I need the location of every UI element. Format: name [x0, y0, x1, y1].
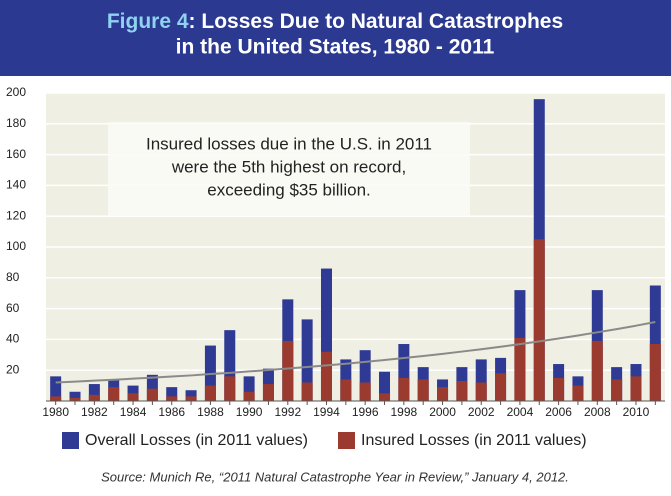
x-tick-label: 1988 [197, 405, 224, 419]
y-tick-label: 140 [6, 178, 26, 192]
bar [340, 379, 352, 401]
x-tick-label: 2008 [584, 405, 611, 419]
bar [146, 374, 158, 401]
y-tick-label: 60 [6, 301, 20, 315]
bar [514, 337, 526, 401]
bar [243, 391, 255, 401]
x-tick-label: 2004 [507, 405, 534, 419]
bar [69, 397, 81, 401]
bar [649, 344, 661, 401]
y-tick-label: 200 [6, 85, 26, 99]
trend-line [55, 321, 656, 384]
bar [417, 379, 429, 401]
bar [649, 285, 661, 401]
title-line: in the United States, 1980 - 2011 [176, 36, 495, 59]
bar [301, 382, 313, 401]
legend-swatch [338, 432, 355, 449]
x-tick-label: 2010 [623, 405, 650, 419]
title-prefix: Figure 4 [107, 10, 189, 33]
bar [224, 376, 236, 401]
y-tick-label: 100 [6, 239, 26, 253]
bar [88, 394, 100, 401]
bar [533, 239, 545, 401]
bar [611, 379, 623, 401]
x-tick-label: 2006 [545, 405, 572, 419]
bar [301, 319, 313, 401]
title-banner [0, 0, 671, 76]
title-line: : Losses Due to Natural Catastrophes [189, 10, 564, 33]
bar [475, 359, 487, 401]
bar [437, 387, 449, 401]
chart-title: Figure 4: Losses Due to Natural Catastro… [107, 10, 563, 33]
annotation-box [108, 122, 470, 216]
x-tick-label: 1992 [274, 405, 301, 419]
x-tick-label: 1982 [81, 405, 108, 419]
y-tick-label: 160 [6, 147, 26, 161]
bar [591, 340, 603, 401]
bar [146, 388, 158, 401]
bar [320, 268, 332, 401]
bar [553, 377, 565, 401]
bar [379, 393, 391, 401]
bar [243, 376, 255, 401]
bar [630, 376, 642, 401]
bar [204, 385, 216, 401]
bar [185, 390, 197, 401]
bar [572, 385, 584, 401]
y-tick-label: 40 [6, 332, 20, 346]
bar [475, 382, 487, 401]
bar [69, 391, 81, 401]
annotation: were the 5th highest on record, [171, 157, 406, 176]
source: Source: Munich Re, “2011 Natural Catastr… [101, 469, 569, 484]
x-tick-label: 1996 [352, 405, 379, 419]
annotation: exceeding $35 billion. [207, 180, 371, 199]
bar [320, 351, 332, 401]
y-tick-label: 80 [6, 270, 20, 284]
y-tick-label: 120 [6, 208, 26, 222]
x-tick-label: 1986 [158, 405, 185, 419]
y-tick-label: 180 [6, 116, 26, 130]
bar [359, 350, 371, 401]
x-tick-label: 1980 [42, 405, 69, 419]
bar [50, 396, 62, 401]
x-tick-label: 1984 [120, 405, 147, 419]
x-tick-label: 2002 [468, 405, 495, 419]
legend-label: Overall Losses (in 2011 values) [85, 432, 308, 449]
legend-swatch [62, 432, 79, 449]
bar [398, 377, 410, 401]
bar [359, 382, 371, 401]
y-tick-label: 20 [6, 362, 20, 376]
bar [379, 371, 391, 401]
bar [282, 340, 294, 401]
bar [262, 384, 274, 401]
bar [398, 344, 410, 401]
x-tick-label: 1990 [236, 405, 263, 419]
x-tick-label: 1998 [391, 405, 418, 419]
bar [185, 396, 197, 401]
x-tick-label: 2000 [429, 405, 456, 419]
bar [88, 384, 100, 401]
bar [166, 396, 178, 401]
bar [127, 393, 139, 401]
annotation: Insured losses due in the U.S. in 2011 [146, 134, 432, 153]
bar [166, 387, 178, 401]
bar [108, 387, 120, 401]
legend-label: Insured Losses (in 2011 values) [361, 432, 587, 449]
x-tick-label: 1994 [313, 405, 340, 419]
bar [456, 380, 468, 401]
bar [495, 373, 507, 401]
bar [50, 376, 62, 401]
bar [224, 330, 236, 401]
